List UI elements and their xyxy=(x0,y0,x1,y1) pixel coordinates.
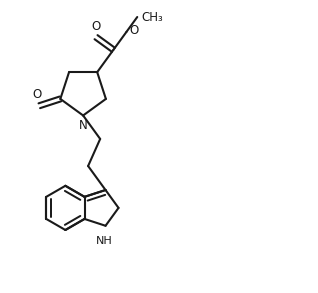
Text: O: O xyxy=(91,21,101,33)
Text: CH₃: CH₃ xyxy=(141,11,163,23)
Text: NH: NH xyxy=(96,236,112,246)
Text: N: N xyxy=(80,119,88,132)
Text: O: O xyxy=(32,88,41,101)
Text: O: O xyxy=(129,24,139,37)
